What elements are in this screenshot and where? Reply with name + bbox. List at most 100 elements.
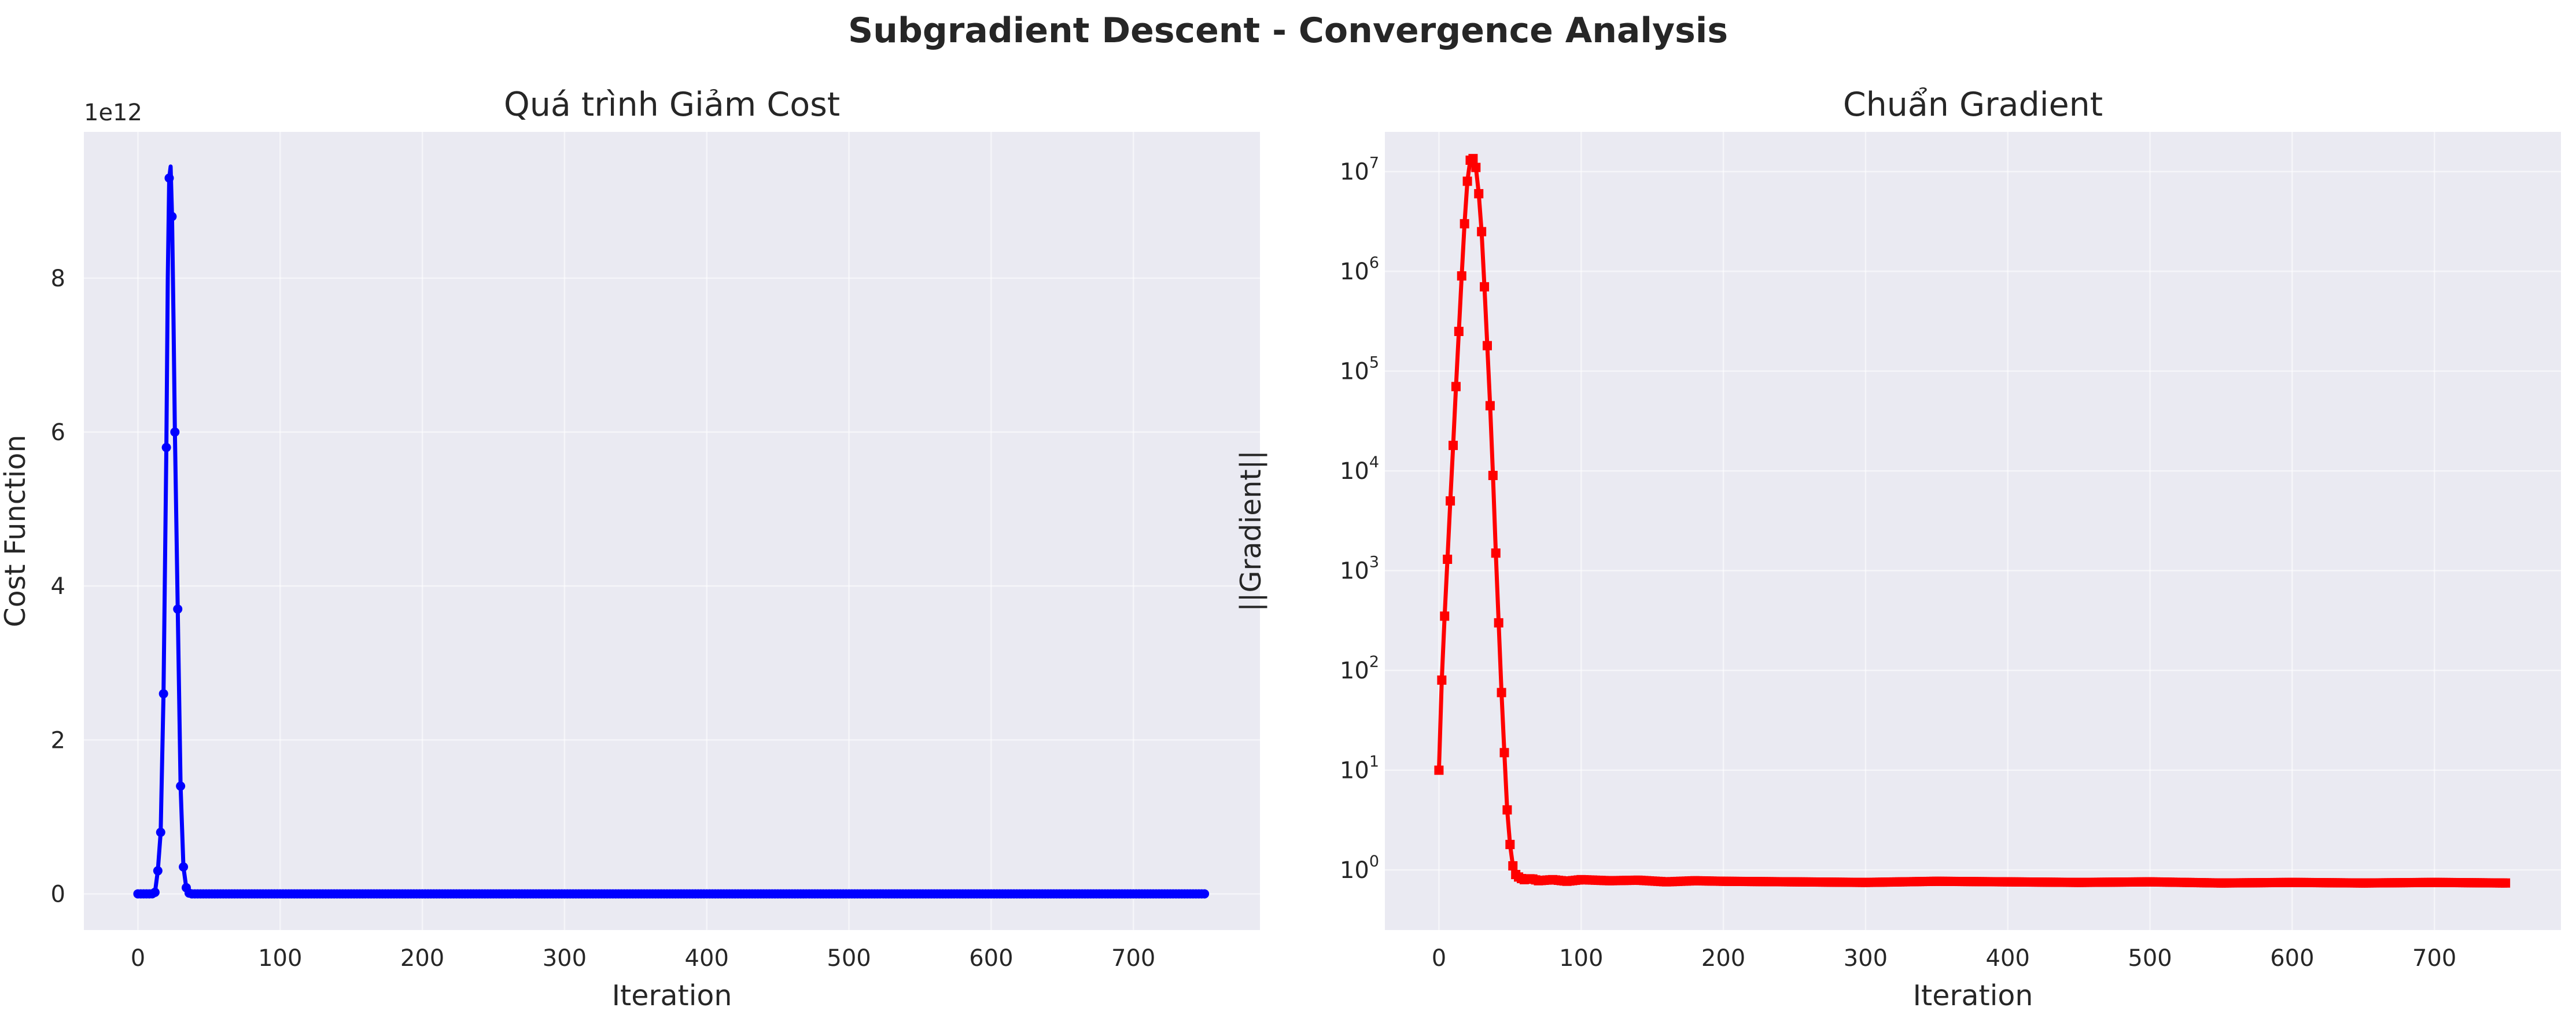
y-tick-label: 105 (1340, 354, 1379, 385)
data-point (1434, 765, 1444, 775)
x-tick-label: 700 (2412, 945, 2456, 972)
y-tick-label: 103 (1340, 554, 1379, 585)
gradient-grid (1385, 132, 2561, 930)
x-tick-label: 100 (258, 945, 302, 972)
gradient-panel: 0 100 200 300 400 500 600 700100101102103104105… (1234, 86, 2561, 1012)
data-point (1477, 227, 1487, 237)
data-point (167, 212, 177, 222)
y-tick-label: 107 (1340, 154, 1379, 186)
y-tick-exponent: 5 (1369, 354, 1379, 372)
data-point (1446, 496, 1455, 506)
data-point (159, 689, 168, 699)
data-point (156, 827, 165, 837)
y-tick-base: 10 (1340, 159, 1369, 186)
x-tick-label: 300 (1844, 945, 1888, 972)
gradient-plot-area (1385, 132, 2561, 930)
y-tick-base: 10 (1340, 658, 1369, 684)
y-tick-label: 102 (1340, 653, 1379, 684)
data-point (1454, 327, 1464, 336)
data-point (176, 781, 186, 791)
data-point (1457, 271, 1466, 281)
y-tick-base: 10 (1340, 259, 1369, 285)
data-point (1480, 282, 1490, 292)
y-tick-base: 10 (1340, 359, 1369, 385)
data-point (173, 604, 183, 614)
y-tick-label: 101 (1340, 753, 1379, 784)
data-point (1491, 548, 1501, 558)
data-point (1200, 889, 1210, 899)
data-point (1474, 189, 1484, 198)
y-tick-exponent: 2 (1369, 653, 1379, 671)
data-point (164, 173, 174, 183)
gradient-x-axis-title: Iteration (1913, 979, 2033, 1012)
data-point (1502, 805, 1512, 815)
cost-x-axis-title: Iteration (612, 979, 732, 1012)
data-point (170, 427, 180, 437)
cost-plot-area (84, 132, 1260, 930)
cost-y-offset-label: 1e12 (84, 99, 142, 126)
gradient-y-axis-title: ||Gradient|| (1234, 450, 1267, 611)
y-tick-exponent: 4 (1369, 453, 1379, 471)
data-point (1499, 748, 1509, 758)
y-tick-exponent: 7 (1369, 154, 1379, 172)
y-tick-label: 4 (51, 573, 65, 600)
y-tick-exponent: 6 (1369, 254, 1379, 272)
y-tick-label: 104 (1340, 453, 1379, 485)
data-point (1448, 441, 1458, 451)
figure-title: Subgradient Descent - Convergence Analys… (847, 10, 1729, 51)
x-tick-label: 0 (131, 945, 145, 972)
data-point (1443, 554, 1453, 564)
cost-series (133, 164, 1210, 899)
y-tick-base: 10 (1340, 857, 1369, 884)
x-tick-label: 200 (400, 945, 444, 972)
x-tick-label: 200 (1701, 945, 1745, 972)
data-point (2501, 878, 2511, 888)
x-tick-label: 400 (685, 945, 729, 972)
data-point (1462, 176, 1472, 186)
gradient-series (1434, 154, 2511, 888)
data-point (1497, 688, 1506, 698)
x-tick-label: 400 (1986, 945, 2030, 972)
y-tick-base: 10 (1340, 458, 1369, 485)
data-point (161, 442, 171, 452)
data-point (1508, 861, 1518, 871)
y-tick-exponent: 0 (1369, 853, 1379, 870)
y-tick-label: 100 (1340, 853, 1379, 884)
cost-ticks: 0 100 200 300 400 500 600 700 0 2 4 6 8 (51, 265, 1156, 972)
y-tick-label: 8 (51, 265, 65, 292)
data-point (1451, 382, 1461, 392)
data-point (150, 887, 160, 897)
cost-y-axis-title: Cost Function (0, 435, 32, 628)
y-tick-base: 10 (1340, 758, 1369, 784)
y-tick-label: 6 (51, 419, 65, 446)
x-tick-label: 500 (827, 945, 871, 972)
x-tick-label: 600 (969, 945, 1013, 972)
data-point (153, 866, 163, 876)
y-tick-exponent: 3 (1369, 554, 1379, 571)
gradient-panel-title: Chuẩn Gradient (1843, 86, 2103, 124)
y-tick-exponent: 1 (1369, 753, 1379, 771)
x-tick-label: 100 (1559, 945, 1603, 972)
data-point (1437, 675, 1447, 685)
x-tick-label: 300 (543, 945, 587, 972)
x-tick-label: 600 (2270, 945, 2314, 972)
gradient-ticks: 0 100 200 300 400 500 600 700100101102103104105… (1340, 154, 2456, 972)
x-tick-label: 500 (2128, 945, 2172, 972)
data-point (1494, 618, 1503, 628)
x-tick-label: 700 (1111, 945, 1155, 972)
data-point (1468, 154, 1478, 164)
y-tick-label: 0 (51, 881, 65, 907)
y-tick-base: 10 (1340, 558, 1369, 585)
data-point (1440, 611, 1450, 621)
data-point (1460, 219, 1469, 228)
data-point (1485, 401, 1495, 411)
data-point (1471, 163, 1481, 172)
data-point (1488, 471, 1498, 481)
cost-panel: 0 100 200 300 400 500 600 700 0 2 4 6 8 Quá trình Gi… (0, 86, 1260, 1012)
data-point (179, 862, 189, 872)
cost-panel-title: Quá trình Giảm Cost (504, 86, 840, 124)
x-tick-label: 0 (1432, 945, 1446, 972)
y-tick-label: 106 (1340, 254, 1379, 285)
data-point (1505, 840, 1515, 850)
